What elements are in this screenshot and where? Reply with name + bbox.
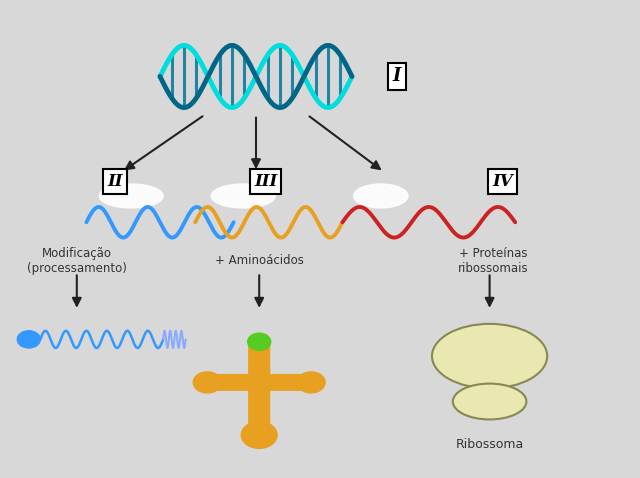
Text: II: II bbox=[108, 173, 123, 190]
Text: I: I bbox=[392, 67, 401, 86]
Ellipse shape bbox=[354, 184, 408, 208]
Ellipse shape bbox=[453, 383, 526, 420]
Circle shape bbox=[297, 372, 325, 393]
FancyBboxPatch shape bbox=[204, 375, 255, 390]
Ellipse shape bbox=[99, 184, 163, 208]
Text: Modificação
(processamento): Modificação (processamento) bbox=[27, 247, 127, 274]
Text: + Proteínas
ribossomais: + Proteínas ribossomais bbox=[458, 247, 528, 274]
FancyBboxPatch shape bbox=[263, 375, 314, 390]
Circle shape bbox=[17, 331, 40, 348]
Text: IV: IV bbox=[492, 173, 513, 190]
FancyBboxPatch shape bbox=[249, 342, 269, 380]
Ellipse shape bbox=[211, 184, 275, 208]
Circle shape bbox=[193, 372, 221, 393]
Text: + Aminoácidos: + Aminoácidos bbox=[215, 254, 303, 267]
Circle shape bbox=[248, 333, 271, 350]
FancyBboxPatch shape bbox=[249, 380, 269, 437]
Ellipse shape bbox=[432, 324, 547, 388]
Text: Ribossoma: Ribossoma bbox=[456, 438, 524, 451]
Text: III: III bbox=[254, 173, 277, 190]
Circle shape bbox=[241, 422, 277, 448]
